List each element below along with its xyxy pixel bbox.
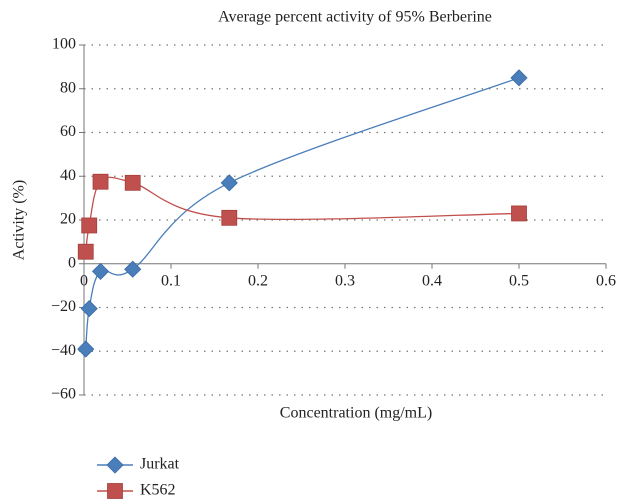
x-tick-label: 0.4 (422, 272, 442, 289)
y-tick-label: 40 (60, 167, 76, 184)
legend-marker (106, 456, 124, 474)
y-tick-label: 0 (68, 254, 76, 271)
x-tick-label: 0.5 (509, 272, 529, 289)
y-axis-label: Activity (%) (11, 180, 28, 260)
y-tick-label: −60 (51, 386, 76, 403)
data-point (81, 217, 98, 234)
data-point (124, 174, 141, 191)
legend-marker (107, 483, 123, 499)
y-tick-label: 80 (60, 79, 76, 96)
y-tick-label: 20 (60, 211, 76, 228)
data-point (220, 174, 238, 192)
x-tick-label: 0 (80, 272, 88, 289)
x-tick-label: 0.6 (596, 272, 616, 289)
data-point (510, 69, 528, 87)
x-tick-label: 0.1 (161, 272, 181, 289)
x-axis-label: Concentration (mg/mL) (280, 405, 432, 422)
series-line (85, 176, 520, 252)
x-tick-label: 0.2 (248, 272, 268, 289)
series-line (85, 77, 520, 350)
data-point (91, 262, 110, 280)
legend-label: Jurkat (140, 456, 180, 473)
data-point (77, 340, 95, 358)
data-point (77, 243, 94, 260)
y-tick-label: −20 (51, 298, 76, 315)
data-point (124, 260, 142, 278)
x-tick-label: 0.3 (335, 272, 355, 289)
y-tick-label: 60 (60, 123, 76, 140)
data-point (92, 173, 109, 190)
data-point (511, 205, 527, 222)
legend-label: K562 (140, 482, 176, 499)
y-tick-label: 100 (52, 36, 76, 53)
data-point (80, 300, 98, 318)
chart-title: Average percent activity of 95% Berberin… (218, 9, 492, 26)
y-tick-label: −40 (51, 342, 76, 359)
data-point (221, 209, 238, 226)
